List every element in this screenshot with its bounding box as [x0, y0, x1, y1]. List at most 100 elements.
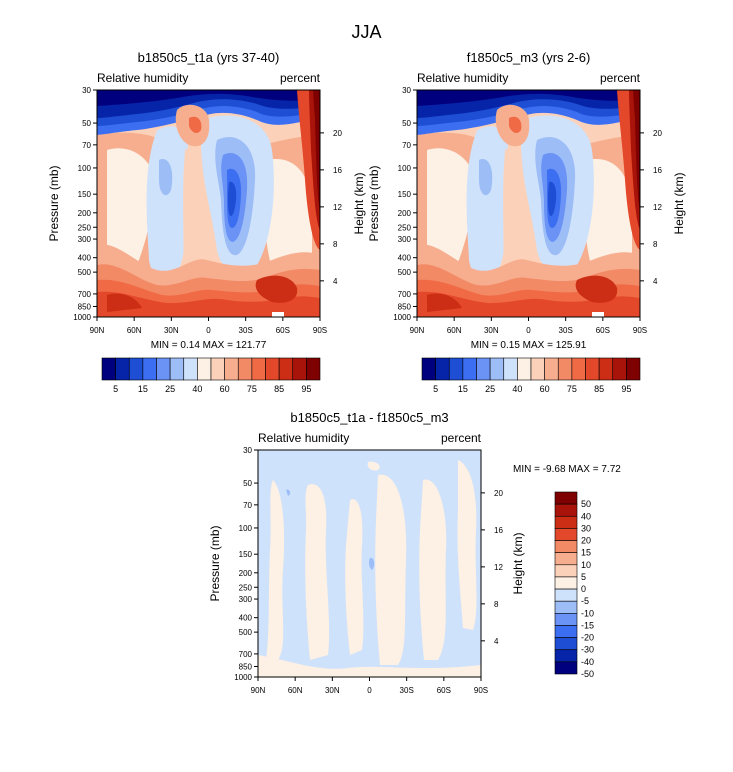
y2-tick-label: 8	[333, 240, 338, 249]
colorbar-label: 60	[220, 384, 230, 394]
colorbar-label: 60	[540, 384, 550, 394]
panel-3-y2-ticks: 4 8 12 16 20	[481, 489, 503, 646]
colorbar-label: 75	[567, 384, 577, 394]
colorbar-swatch	[265, 357, 280, 381]
colorbar-label: 20	[581, 536, 591, 546]
colorbar-swatch	[554, 552, 578, 566]
y2-tick-label: 8	[494, 600, 499, 609]
colorbar-swatch	[554, 528, 578, 541]
panel-2-ylabel: Pressure (mb)	[367, 165, 381, 241]
panel-3-y2label: Height (km)	[511, 532, 525, 594]
colorbar-swatch	[554, 600, 578, 614]
y-tick-label: 150	[78, 190, 92, 199]
y-tick-label: 70	[82, 141, 91, 150]
colorbar-swatch	[292, 357, 307, 381]
colorbar-swatch	[517, 357, 532, 381]
y-tick-label: 850	[78, 302, 92, 311]
colorbar-label: 25	[165, 384, 175, 394]
x-tick-label: 0	[206, 326, 211, 335]
y-tick-label: 100	[239, 524, 253, 533]
colorbar-swatch	[503, 357, 518, 381]
panel-1-y-ticks: 30 50 70 100 150 200 250 300 400 500 700 850 1000	[73, 86, 97, 322]
panel-2-y2-ticks: 4 8 12 16 20	[640, 129, 662, 286]
colorbar-swatch	[554, 564, 578, 578]
colorbar-label: 0	[581, 584, 586, 594]
panel-3-y-ticks: 30 50 70 100 150 200 250 300 400 500 700 850 1000	[234, 446, 258, 682]
x-tick-label: 90S	[474, 686, 488, 695]
colorbar-swatch	[598, 357, 614, 381]
x-tick-label: 90N	[410, 326, 425, 335]
y-tick-label: 50	[402, 119, 411, 128]
y-tick-label: 850	[398, 302, 412, 311]
y-tick-label: 200	[78, 209, 92, 218]
colorbar-swatch	[448, 357, 464, 381]
x-tick-label: 60N	[447, 326, 462, 335]
panel-2-title: f1850c5_m3 (yrs 2-6)	[467, 50, 591, 65]
y-tick-label: 1000	[393, 313, 411, 322]
x-tick-label: 90N	[90, 326, 105, 335]
y-tick-label: 100	[398, 164, 412, 173]
colorbar-swatch	[169, 357, 185, 381]
colorbar-label: -30	[581, 645, 594, 655]
x-tick-label: 30N	[484, 326, 499, 335]
x-tick-label: 90N	[251, 686, 266, 695]
colorbar-swatch	[554, 661, 578, 675]
panel-3-right-label: percent	[441, 431, 482, 445]
colorbar-swatch	[554, 515, 578, 529]
colorbar-label: 30	[581, 523, 591, 533]
colorbar-swatch	[554, 491, 578, 505]
colorbar-swatch	[128, 357, 144, 381]
colorbar-swatch	[101, 357, 116, 381]
y-tick-label: 400	[78, 254, 92, 263]
colorbar-label: -5	[581, 596, 589, 606]
y-tick-label: 500	[78, 268, 92, 277]
panel-3: b1850c5_t1a - f1850c5_m3 Relative humidi…	[208, 410, 621, 695]
colorbar-swatch	[278, 357, 294, 381]
colorbar-swatch	[489, 357, 505, 381]
colorbar-swatch	[557, 357, 573, 381]
colorbar-swatch	[251, 357, 266, 381]
x-tick-label: 60S	[276, 326, 290, 335]
y2-tick-label: 8	[653, 240, 658, 249]
y-tick-label: 250	[239, 583, 253, 592]
y-tick-label: 300	[239, 595, 253, 604]
y-tick-label: 100	[78, 164, 92, 173]
y-tick-label: 700	[78, 290, 92, 299]
x-tick-label: 30S	[239, 326, 253, 335]
panel-2-colorbar: 5 15 25 40 60 75 85 95	[421, 357, 641, 394]
colorbar-label: -20	[581, 633, 594, 643]
colorbar-swatch	[462, 357, 477, 381]
y2-tick-label: 4	[653, 277, 658, 286]
colorbar-swatch	[554, 613, 578, 626]
colorbar-label: 95	[301, 384, 311, 394]
panel-1-right-label: percent	[280, 71, 321, 85]
colorbar-label: 50	[581, 499, 591, 509]
colorbar-swatch	[421, 357, 436, 381]
y-tick-label: 700	[239, 650, 253, 659]
x-tick-label: 60N	[288, 686, 303, 695]
colorbar-swatch	[554, 637, 578, 651]
panel-2-contour-field	[417, 90, 640, 317]
y-tick-label: 300	[398, 235, 412, 244]
y-tick-label: 400	[239, 614, 253, 623]
y2-tick-label: 12	[653, 203, 662, 212]
panel-1-stats: MIN = 0.14 MAX = 121.77	[151, 340, 267, 351]
panel-2-right-label: percent	[600, 71, 641, 85]
y-tick-label: 1000	[234, 673, 252, 682]
colorbar-swatch	[554, 625, 578, 638]
panel-2-y2label: Height (km)	[672, 172, 686, 234]
colorbar-swatch	[554, 649, 578, 663]
y-tick-label: 50	[243, 479, 252, 488]
y2-tick-label: 16	[653, 166, 662, 175]
y-tick-label: 250	[398, 223, 412, 232]
colorbar-swatch	[156, 357, 171, 381]
colorbar-label: 10	[581, 560, 591, 570]
colorbar-swatch	[210, 357, 225, 381]
x-tick-label: 90S	[633, 326, 647, 335]
colorbar-label: 5	[433, 384, 438, 394]
x-tick-label: 0	[367, 686, 372, 695]
colorbar-label: 25	[485, 384, 495, 394]
x-tick-label: 30N	[325, 686, 340, 695]
panel-1: b1850c5_t1a (yrs 37-40) Relative humidit…	[47, 50, 366, 394]
